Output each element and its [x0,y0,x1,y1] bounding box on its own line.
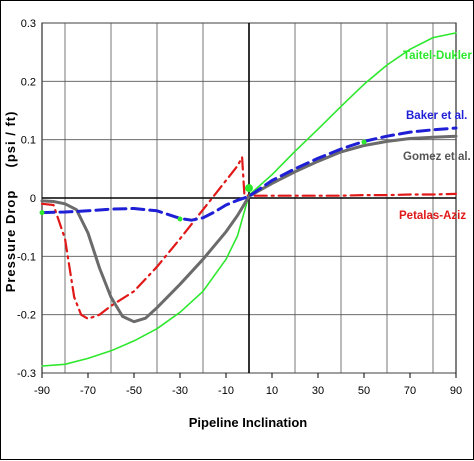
x-tick-label: -10 [218,385,234,397]
x-tick-label: -70 [80,385,96,397]
y-tick-label: 0 [30,193,36,205]
legend-label-baker: Baker et al. [406,110,467,122]
x-tick-label: -50 [126,385,142,397]
y-tick-label: -0.2 [17,310,36,322]
x-tick-label: 30 [312,385,324,397]
legend-label-taitel-dukler: Taitel-Dukler [403,50,472,62]
series-marker [361,139,367,145]
series-line-baker-et-al [40,126,458,222]
series-marker [245,184,253,193]
y-tick-label: 0.1 [21,135,36,147]
x-tick-label: 50 [358,385,370,397]
legend: Taitel-Dukler Baker et al. Gomez et al. … [399,50,472,222]
y-axis-unit-label: (psi / ft) [3,111,18,168]
y-tick-label: 0.2 [21,76,36,88]
series-line-taitel-dukler [41,32,457,367]
legend-label-petalas-aziz: Petalas-Aziz [399,210,466,222]
x-tick-label: 90 [450,385,462,397]
series-marker [177,216,183,222]
series-line-petalas-aziz [40,156,458,320]
series-layer [39,32,458,367]
grid [41,22,457,374]
x-tick-label: 70 [404,385,416,397]
y-tick-label: -0.1 [17,251,36,263]
x-tick-label: 10 [266,385,278,397]
x-tick-label: -30 [172,385,188,397]
y-axis-label: Pressure Drop [3,190,18,293]
x-tick-label: -90 [34,385,50,397]
series-marker [39,210,45,216]
y-tick-label: -0.3 [17,368,36,380]
legend-label-gomez: Gomez et al. [403,151,471,163]
x-axis-label: Pipeline Inclination [189,415,308,430]
tick-labels: -90 -70 -50 -30 -10 10 30 50 70 90 0.3 0.2 0.1 0 -0.1 -… [17,18,462,397]
series-line-gomez-et-al [40,134,458,324]
y-tick-label: 0.3 [21,18,36,30]
